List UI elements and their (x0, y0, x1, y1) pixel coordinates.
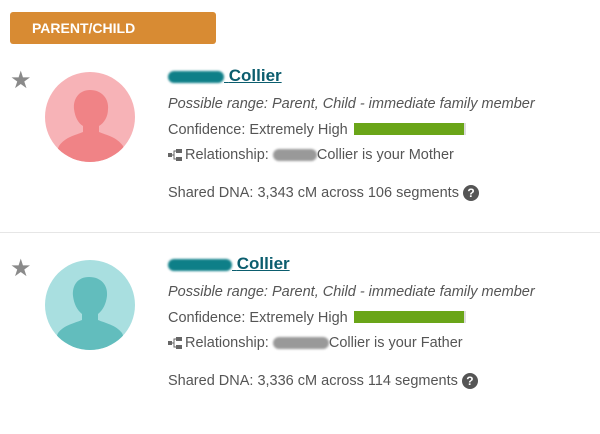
match-card: ★ Collier Possible range: Parent, Child … (0, 66, 600, 246)
relationship[interactable]: Relationship: Collier is your Father (168, 331, 535, 357)
avatar[interactable] (45, 72, 135, 162)
match-name-link[interactable]: Collier (168, 66, 535, 92)
match-card: ★ Collier Possible range: Parent, Child … (0, 254, 600, 434)
female-silhouette-icon (45, 72, 135, 162)
avatar[interactable] (45, 260, 135, 350)
star-icon[interactable]: ★ (10, 255, 32, 282)
redacted-name (272, 149, 317, 162)
male-silhouette-icon (45, 260, 135, 350)
confidence: Confidence: Extremely High (168, 306, 535, 332)
possible-range: Possible range: Parent, Child - immediat… (168, 96, 535, 112)
help-icon[interactable]: ? (461, 372, 478, 389)
possible-range: Possible range: Parent, Child - immediat… (168, 284, 535, 300)
relationship[interactable]: Relationship: Collier is your Mother (168, 143, 535, 169)
match-name-link[interactable]: Collier (168, 254, 535, 280)
redacted-name (168, 258, 232, 271)
shared-dna: Shared DNA: 3,343 cM across 106 segments… (168, 181, 535, 207)
confidence-bar (353, 310, 466, 323)
tree-icon (168, 149, 182, 162)
section-badge: PARENT/CHILD (10, 12, 216, 44)
redacted-name (168, 70, 224, 83)
star-icon[interactable]: ★ (10, 67, 32, 94)
confidence: Confidence: Extremely High (168, 118, 535, 144)
redacted-name (272, 337, 329, 350)
help-icon[interactable]: ? (462, 184, 479, 201)
divider (0, 232, 600, 233)
confidence-bar (353, 122, 466, 135)
tree-icon (168, 337, 182, 350)
shared-dna: Shared DNA: 3,336 cM across 114 segments… (168, 369, 535, 395)
